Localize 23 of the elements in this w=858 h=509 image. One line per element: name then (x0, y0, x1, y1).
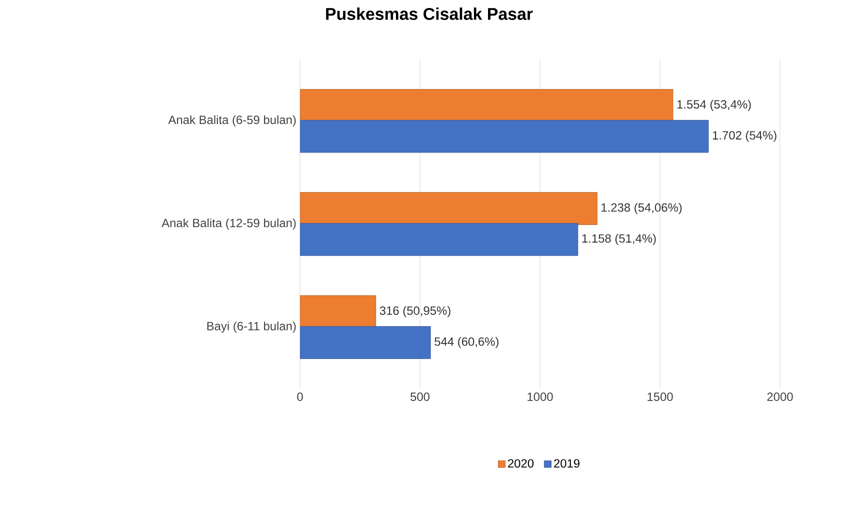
data-label: 1.238 (54,06%) (602, 202, 682, 214)
legend-label: 2019 (554, 459, 580, 468)
y-tick-label: Bayi (6-11 bulan) (207, 322, 296, 333)
x-tick-label: 0 (297, 392, 303, 401)
legend-label: 2020 (508, 459, 534, 468)
x-tick-label: 500 (410, 392, 430, 401)
x-tick-label: 2000 (767, 392, 793, 401)
y-tick-label: Anak Balita (12-59 bulan) (162, 218, 296, 230)
x-tick-label: 1500 (648, 392, 673, 401)
bar (300, 89, 674, 122)
bar (300, 120, 709, 153)
data-label: 1.702 (54%) (712, 130, 776, 142)
bar (300, 223, 578, 256)
data-label: 1.158 (51,4%) (582, 234, 656, 246)
chart-title: Puskesmas Cisalak Pasar (326, 8, 533, 20)
bar (300, 192, 598, 225)
data-label: 316 (50,95%) (380, 306, 450, 318)
data-label: 1.554 (53,4%) (677, 100, 751, 111)
bar (300, 326, 431, 359)
bar (300, 295, 376, 328)
y-tick-label: Anak Balita (6-59 bulan) (168, 115, 296, 126)
x-tick-label: 1000 (528, 392, 553, 401)
data-label: 544 (60,6%) (434, 337, 498, 348)
